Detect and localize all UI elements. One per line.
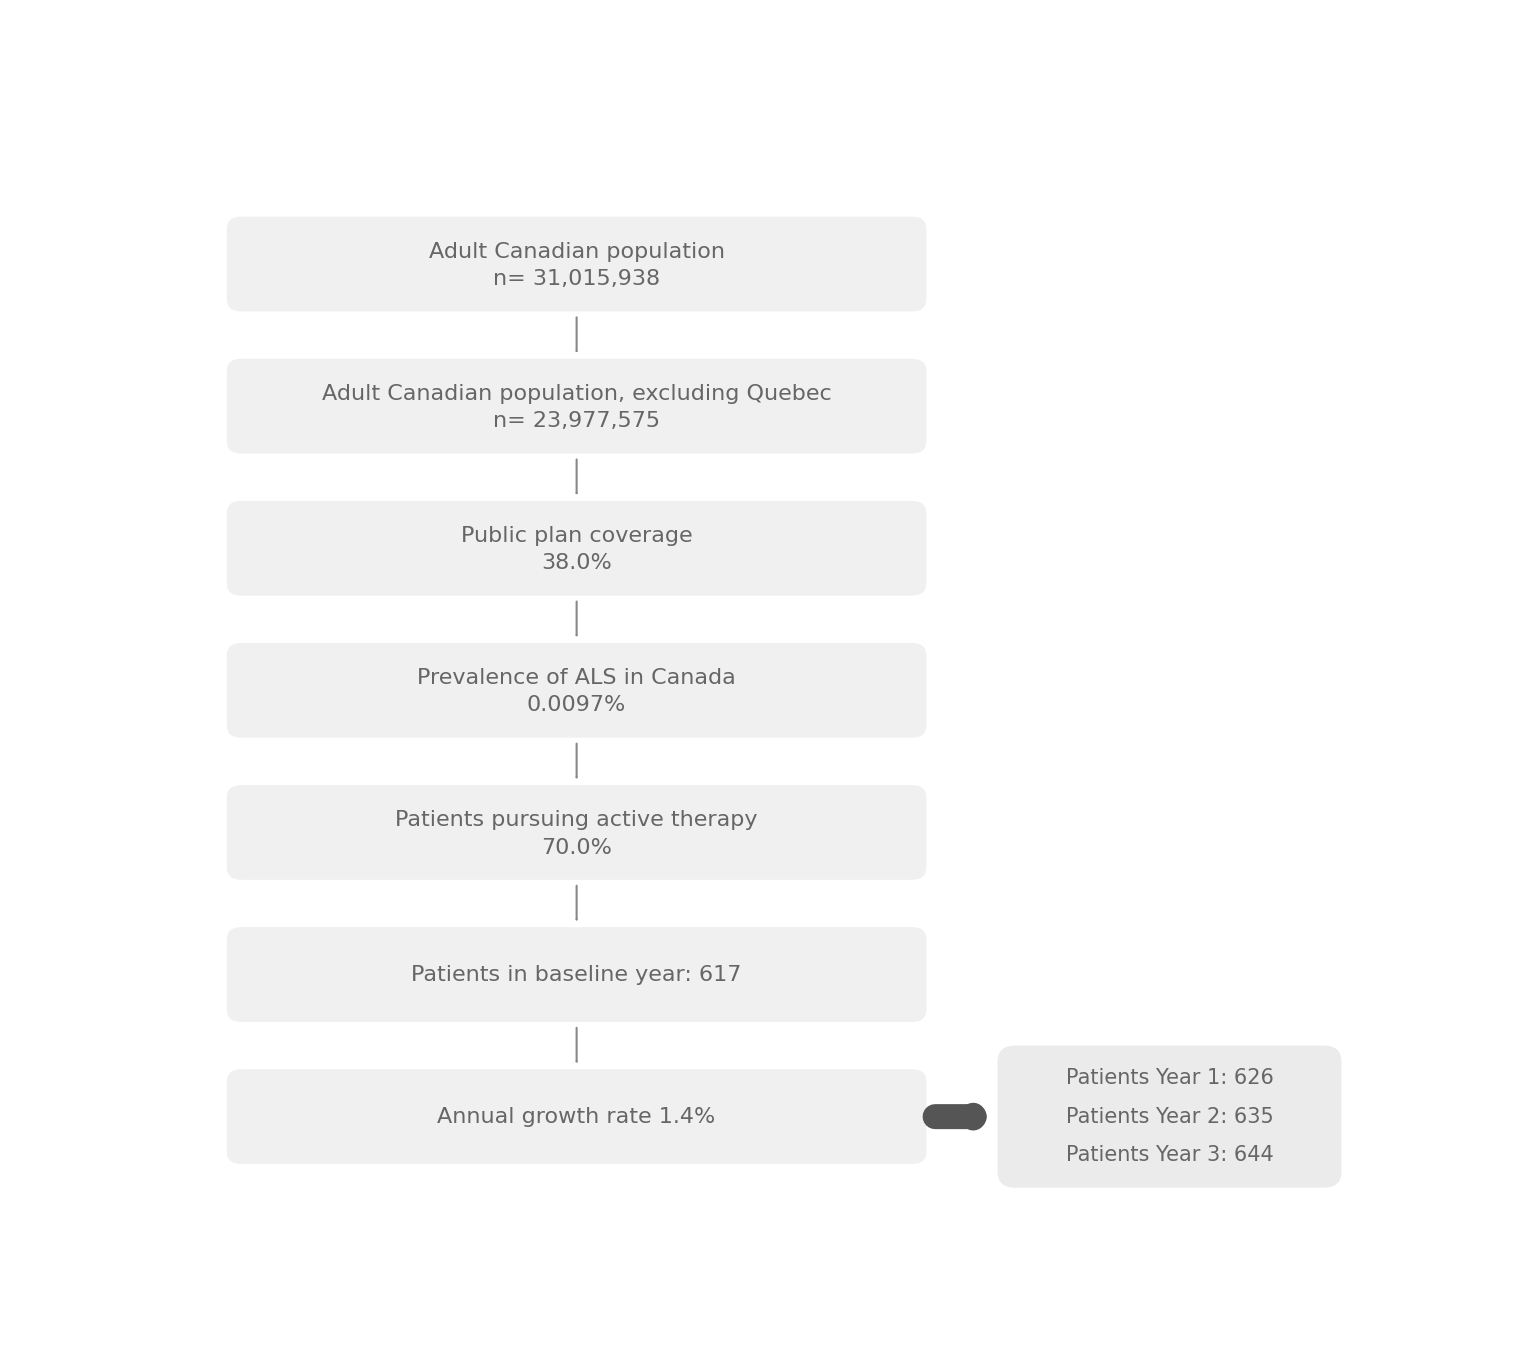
Text: Patients pursuing active therapy: Patients pursuing active therapy (395, 811, 757, 830)
Text: Adult Canadian population: Adult Canadian population (428, 242, 725, 261)
Text: 0.0097%: 0.0097% (526, 696, 626, 715)
FancyBboxPatch shape (998, 1046, 1342, 1188)
FancyBboxPatch shape (226, 358, 926, 454)
FancyBboxPatch shape (226, 216, 926, 312)
Text: Public plan coverage: Public plan coverage (461, 526, 693, 545)
FancyBboxPatch shape (226, 642, 926, 738)
Text: Patients Year 1: 626: Patients Year 1: 626 (1065, 1068, 1273, 1088)
FancyBboxPatch shape (226, 500, 926, 596)
Text: 38.0%: 38.0% (542, 554, 612, 573)
Text: Patients Year 3: 644: Patients Year 3: 644 (1065, 1146, 1273, 1165)
Text: n= 31,015,938: n= 31,015,938 (493, 269, 659, 290)
FancyBboxPatch shape (226, 927, 926, 1023)
FancyBboxPatch shape (226, 785, 926, 880)
Text: Annual growth rate 1.4%: Annual growth rate 1.4% (438, 1107, 716, 1126)
Text: n= 23,977,575: n= 23,977,575 (493, 411, 659, 432)
Text: Adult Canadian population, excluding Quebec: Adult Canadian population, excluding Que… (321, 384, 831, 403)
Text: Patients in baseline year: 617: Patients in baseline year: 617 (412, 965, 742, 984)
Text: 70.0%: 70.0% (542, 838, 612, 857)
FancyBboxPatch shape (226, 1069, 926, 1165)
Text: Patients Year 2: 635: Patients Year 2: 635 (1065, 1107, 1273, 1126)
Text: Prevalence of ALS in Canada: Prevalence of ALS in Canada (418, 668, 736, 688)
